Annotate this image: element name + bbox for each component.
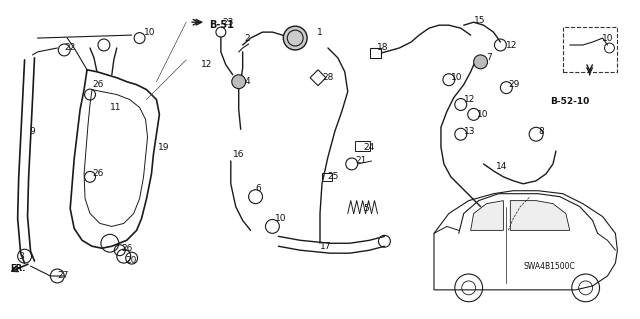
Text: 13: 13	[464, 127, 476, 136]
Polygon shape	[434, 191, 618, 290]
Text: 25: 25	[327, 172, 339, 181]
Text: 14: 14	[497, 162, 508, 171]
Text: FR.: FR.	[11, 263, 26, 272]
Text: 26: 26	[122, 244, 133, 253]
Text: 8: 8	[538, 127, 544, 136]
Text: 19: 19	[159, 143, 170, 152]
Text: 21: 21	[356, 157, 367, 166]
Text: 17: 17	[320, 242, 332, 251]
Text: 18: 18	[376, 43, 388, 53]
Bar	[369, 48, 381, 58]
Text: 26: 26	[92, 80, 104, 89]
Text: 12: 12	[201, 60, 212, 69]
Text: 10: 10	[477, 110, 488, 119]
Text: 29: 29	[508, 80, 520, 89]
Text: 10: 10	[602, 33, 613, 42]
Text: 2: 2	[244, 33, 250, 42]
Text: SWA4B1500C: SWA4B1500C	[524, 262, 575, 271]
Bar	[355, 141, 369, 151]
Text: 12: 12	[464, 95, 475, 104]
Text: 1: 1	[317, 28, 323, 37]
Text: 10: 10	[275, 214, 287, 223]
Text: 6: 6	[255, 184, 261, 193]
Text: 5: 5	[364, 204, 369, 213]
Text: 20: 20	[125, 256, 137, 265]
Text: 24: 24	[364, 143, 375, 152]
Polygon shape	[310, 70, 326, 85]
Text: 22: 22	[64, 43, 76, 53]
Text: 7: 7	[486, 53, 492, 63]
Text: 10: 10	[143, 28, 155, 37]
Text: 15: 15	[474, 16, 485, 25]
Text: 3: 3	[19, 252, 24, 261]
Bar	[563, 27, 618, 72]
Circle shape	[232, 75, 246, 89]
Text: 10: 10	[451, 73, 462, 82]
Text: 9: 9	[29, 127, 35, 136]
Text: 12: 12	[506, 41, 518, 49]
Polygon shape	[510, 201, 570, 230]
Text: B-52-10: B-52-10	[550, 97, 589, 106]
Text: 4: 4	[244, 77, 250, 86]
Text: 26: 26	[92, 169, 104, 178]
Text: 28: 28	[322, 73, 333, 82]
Circle shape	[284, 26, 307, 50]
Text: 27: 27	[58, 271, 68, 280]
Polygon shape	[470, 201, 504, 230]
Text: 23: 23	[223, 18, 234, 27]
Text: B-51: B-51	[209, 20, 234, 30]
Bar	[322, 173, 332, 181]
Text: 11: 11	[110, 103, 122, 112]
Text: 16: 16	[233, 150, 244, 159]
Circle shape	[474, 55, 488, 69]
